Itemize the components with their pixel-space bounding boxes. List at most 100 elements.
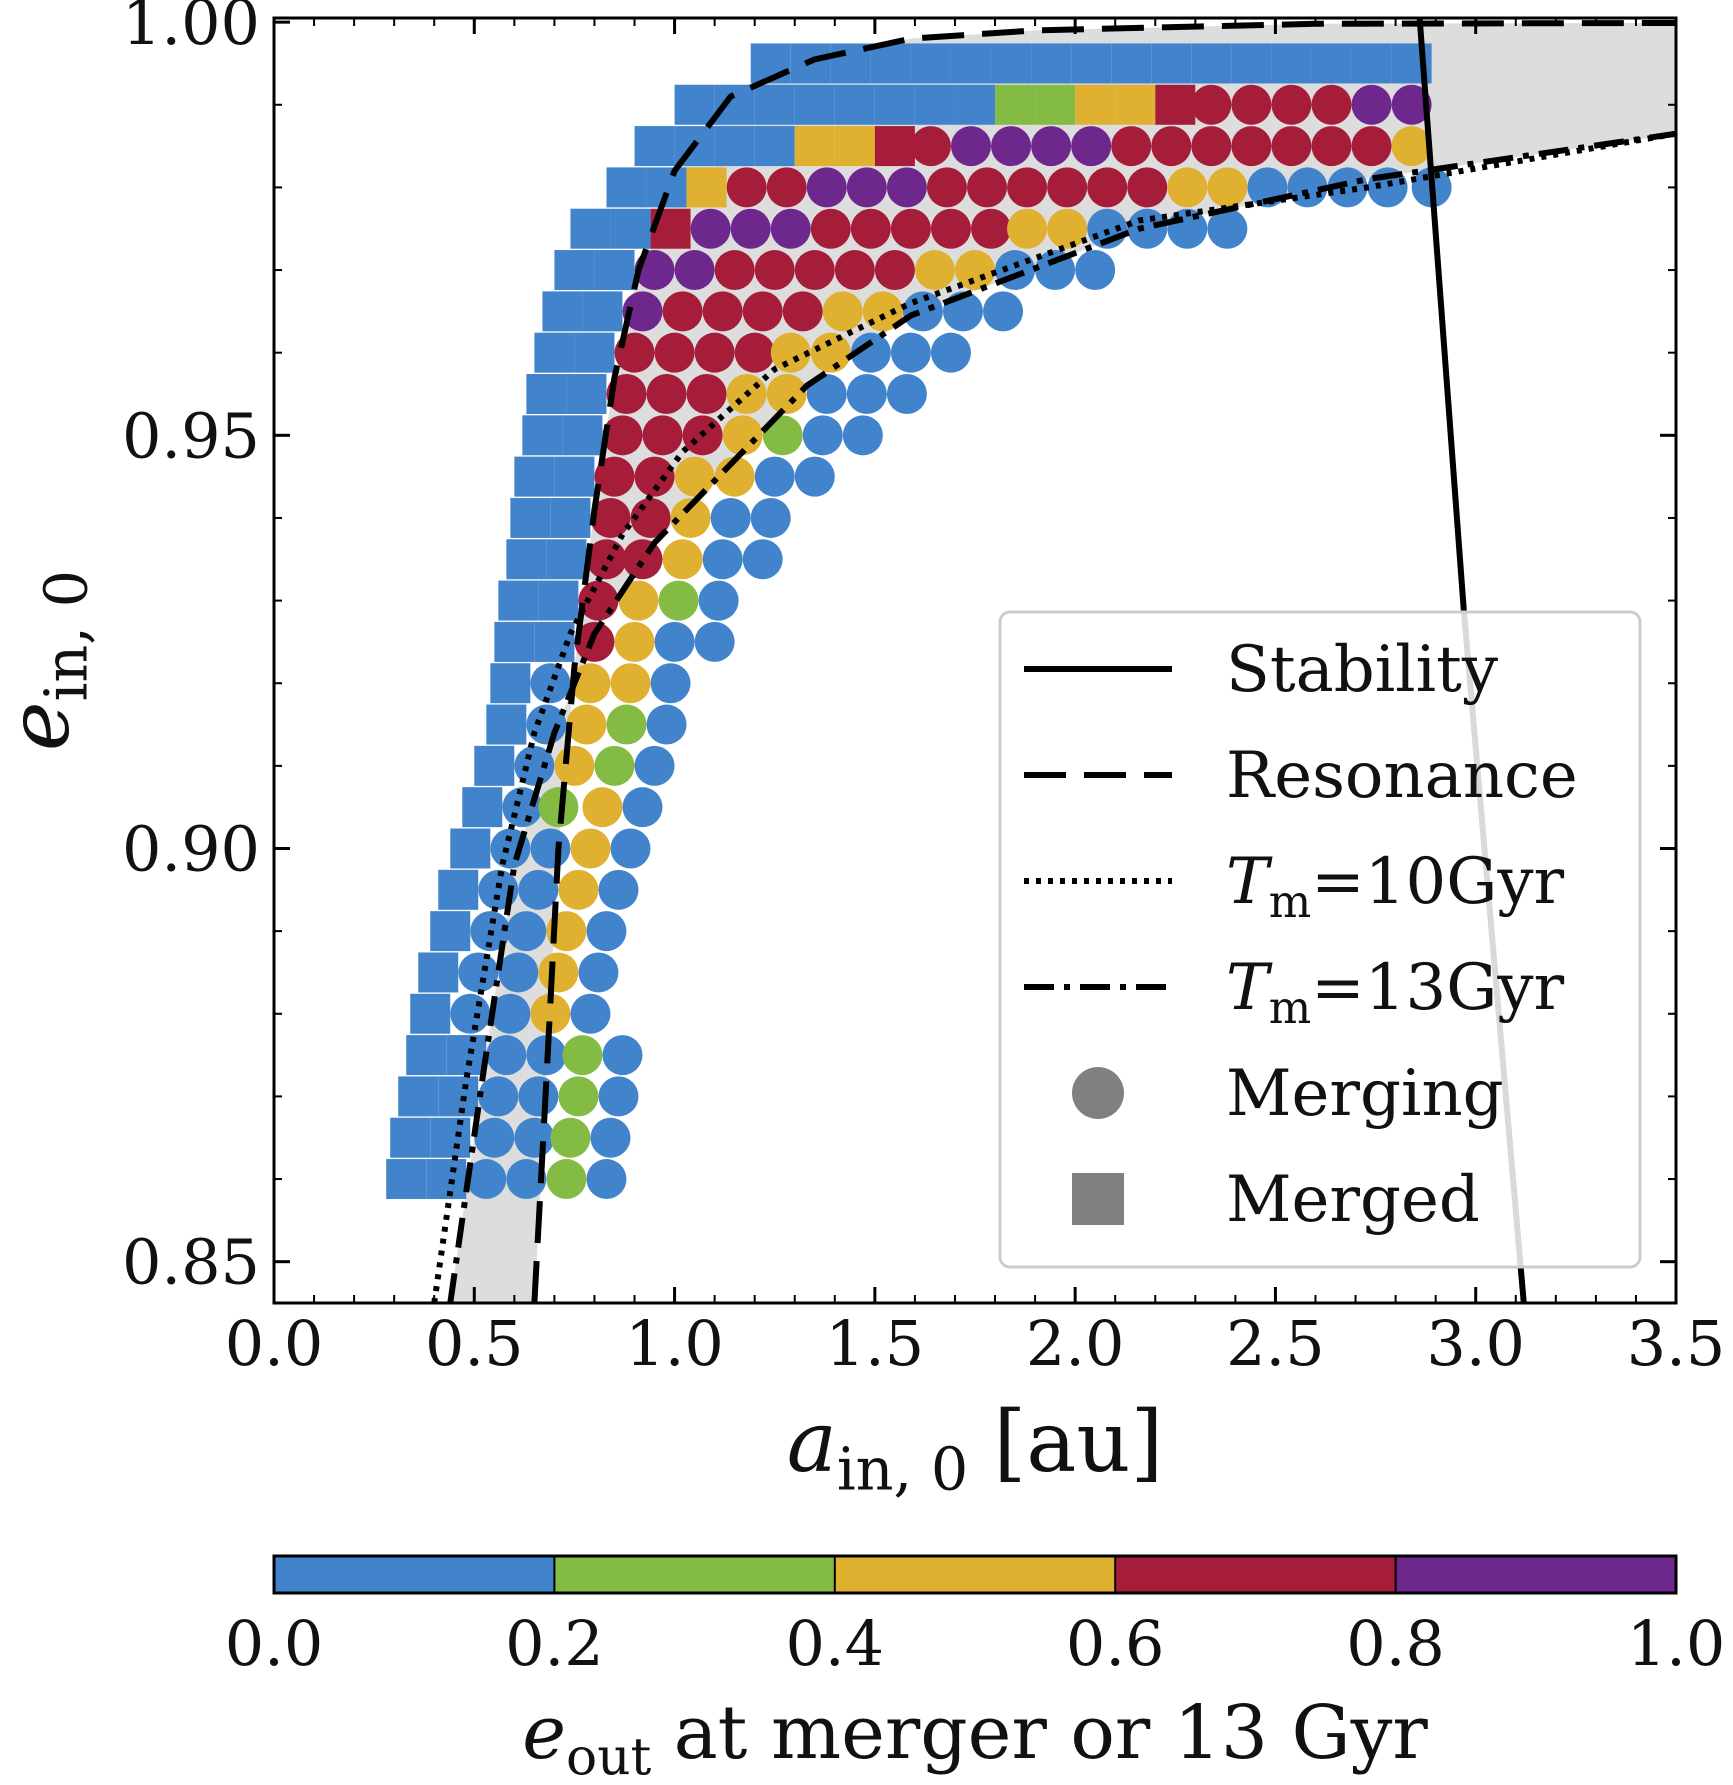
merged-point	[1035, 84, 1076, 125]
merging-point	[850, 332, 891, 373]
merged-point	[995, 84, 1036, 125]
merging-point	[578, 952, 619, 993]
merged-point	[634, 126, 675, 167]
curve	[431, 130, 1676, 1303]
merged-point	[1191, 43, 1232, 84]
merged-point	[874, 84, 915, 125]
merging-point	[506, 911, 547, 952]
merging-point	[654, 621, 695, 662]
merging-point	[910, 126, 951, 167]
merged-point	[1151, 43, 1192, 84]
label-subscript: out	[566, 1727, 652, 1785]
merged-point	[914, 84, 955, 125]
merging-point	[726, 167, 767, 208]
merged-point	[1351, 43, 1392, 84]
merging-point	[1207, 208, 1248, 249]
merging-point	[754, 456, 795, 497]
label-text: at merger or 13 Gyr	[674, 1690, 1429, 1776]
merged-point	[991, 43, 1032, 84]
merging-point	[662, 539, 703, 580]
merging-point	[554, 745, 595, 786]
merging-point	[478, 1076, 519, 1117]
merged-point	[406, 1035, 447, 1076]
merging-point	[1391, 84, 1432, 125]
merged-point	[438, 1076, 479, 1117]
y-axis-label: ein, 0	[0, 570, 100, 751]
merged-point	[714, 126, 755, 167]
merging-point	[1191, 126, 1232, 167]
merged-point	[510, 497, 551, 538]
colorbar-segment	[274, 1556, 555, 1593]
merging-point	[586, 1159, 627, 1200]
merging-point	[983, 291, 1024, 332]
legend-label: Tm=13Gyr	[1226, 951, 1565, 1034]
merged-point	[506, 539, 547, 580]
merging-point	[770, 208, 811, 249]
merging-point	[967, 167, 1008, 208]
merged-point	[522, 415, 563, 456]
merging-point	[1111, 126, 1152, 167]
merging-point	[806, 167, 847, 208]
merging-point	[622, 787, 663, 828]
merging-point	[546, 1159, 587, 1200]
merging-point	[750, 497, 791, 538]
merging-point	[902, 291, 943, 332]
merging-point	[1007, 167, 1048, 208]
merging-point	[730, 208, 771, 249]
merged-point	[606, 167, 647, 208]
merged-point	[554, 456, 595, 497]
merging-point	[1087, 167, 1128, 208]
merging-point	[570, 828, 611, 869]
label-symbol: a	[787, 1393, 837, 1491]
label-symbol: e	[0, 701, 88, 751]
merging-point	[770, 332, 811, 373]
legend-label: Merging	[1226, 1057, 1504, 1131]
merging-point	[598, 869, 639, 910]
merging-point	[662, 291, 703, 332]
merging-point	[886, 373, 927, 414]
label-symbol: T	[1226, 845, 1273, 919]
merging-point	[971, 208, 1012, 249]
merging-point	[530, 993, 571, 1034]
x-tick-label: 3.5	[1627, 1307, 1726, 1380]
merging-point	[710, 497, 751, 538]
merging-point	[742, 539, 783, 580]
merged-point	[526, 373, 567, 414]
merged-point	[610, 208, 651, 249]
merging-point	[538, 952, 579, 993]
merged-point	[430, 911, 471, 952]
merged-point	[546, 539, 587, 580]
merged-point	[582, 291, 623, 332]
merged-point	[410, 993, 451, 1034]
merging-point	[1007, 208, 1048, 249]
merging-point	[586, 911, 627, 952]
merged-point	[794, 84, 835, 125]
merging-point	[1127, 167, 1168, 208]
colorbar-segment	[1395, 1556, 1676, 1593]
x-tick-label: 3.0	[1426, 1307, 1525, 1380]
colorbar-segment	[1115, 1556, 1396, 1593]
merged-point	[474, 745, 515, 786]
merging-point	[802, 415, 843, 456]
merging-point	[810, 208, 851, 249]
merging-point	[1271, 84, 1312, 125]
merging-point	[754, 250, 795, 291]
merging-point	[950, 126, 991, 167]
label-subscript: in, 0	[31, 570, 100, 701]
merging-point	[1311, 126, 1352, 167]
merging-point	[702, 539, 743, 580]
merged-point	[574, 332, 615, 373]
merging-point	[1031, 126, 1072, 167]
x-tick-label: 2.0	[1026, 1307, 1125, 1380]
merged-point	[446, 1035, 487, 1076]
label-text: [au]	[994, 1393, 1164, 1491]
merging-point	[810, 332, 851, 373]
merged-point	[714, 84, 755, 125]
merging-point	[590, 497, 631, 538]
merging-point	[850, 208, 891, 249]
merging-point	[874, 250, 915, 291]
merging-point	[582, 787, 623, 828]
merging-point	[890, 208, 931, 249]
merging-point	[1047, 208, 1088, 249]
